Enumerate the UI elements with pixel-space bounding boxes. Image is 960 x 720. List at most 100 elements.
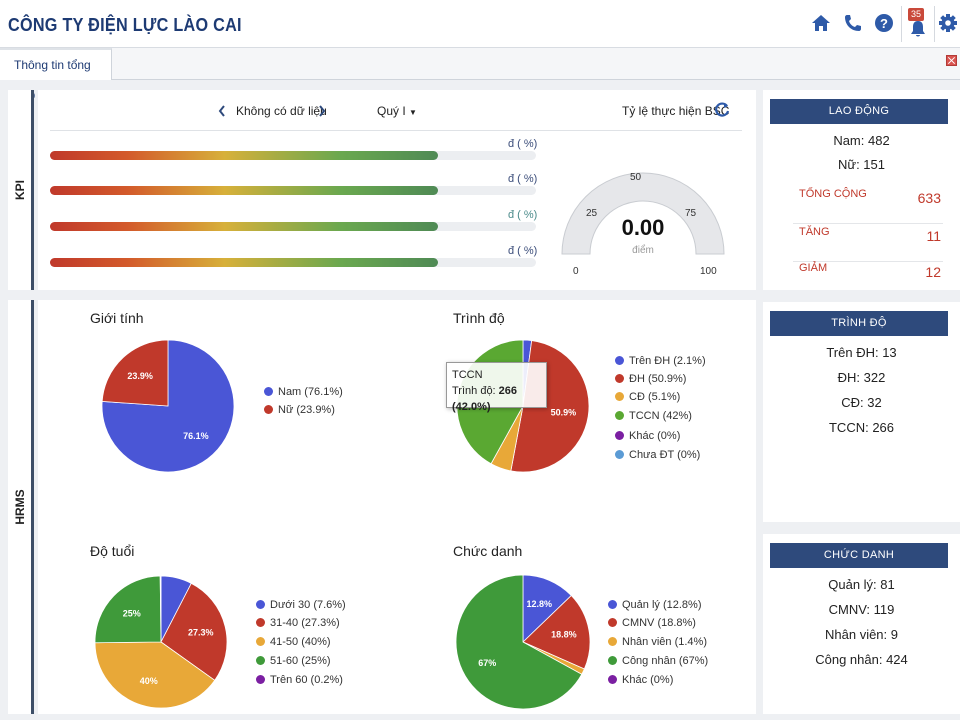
help-icon[interactable]: ?	[873, 12, 895, 34]
lao-dong-nu: Nữ: 151	[837, 157, 885, 172]
lao-dong-nam: Nam: 482	[833, 133, 890, 148]
bsc-rate-title: Tỷ lệ thực hiện BSC	[622, 104, 730, 118]
legend-item[interactable]: TCCN (42%)	[615, 410, 692, 422]
pie-data-label: 76.1%	[183, 431, 209, 441]
legend-item[interactable]: Quản lý (12.8%)	[608, 599, 701, 611]
legend-item[interactable]: CĐ (5.1%)	[615, 391, 680, 403]
pie-slice-cmnv[interactable]	[522, 594, 591, 670]
education-chart-title: Trình độ	[453, 310, 505, 326]
increase-value: 11	[926, 228, 941, 244]
legend-item[interactable]: Nam (76.1%)	[264, 386, 343, 398]
quarter-select-value: Quý I	[377, 104, 406, 118]
gauge-tick: 50	[630, 172, 642, 183]
kpi-divider	[50, 130, 742, 131]
quarter-select[interactable]: Quý I ▼	[377, 104, 417, 118]
kpi-bar-value: đ ( %)	[508, 138, 538, 150]
pie-slice-41-50[interactable]	[95, 641, 216, 709]
close-tab-icon[interactable]	[946, 55, 957, 66]
lao-dong-title: LAO ĐỘNG	[770, 99, 948, 124]
phone-icon[interactable]	[842, 12, 864, 34]
legend-item[interactable]: Khác (0%)	[615, 430, 680, 442]
legend-item[interactable]: Nữ (23.9%)	[264, 404, 335, 416]
pie-slice-trên-60[interactable]	[159, 575, 162, 643]
chuc-danh-line: CMNV: 119	[828, 602, 895, 617]
legend-item[interactable]: Công nhân (67%)	[608, 655, 708, 667]
pie-slice-công-nhân[interactable]	[455, 575, 583, 710]
decrease-row: GIẢM 12	[793, 262, 943, 298]
tooltip-series: TCCN	[452, 369, 483, 381]
gauge-arc	[561, 172, 725, 255]
pie-data-label: 50.9%	[551, 408, 577, 418]
trinh-do-card: TRÌNH ĐỘ Trên ĐH: 13 ĐH: 322 CĐ: 32 TCCN…	[763, 302, 960, 522]
gauge-tick: 75	[685, 208, 697, 219]
pie-data-label: 12.8%	[527, 599, 553, 609]
pie-data-label: 25%	[123, 608, 141, 618]
gender-pie: 76.1% 23.9%	[101, 340, 235, 473]
pie-slice-nam[interactable]	[101, 340, 235, 473]
chevron-left-icon[interactable]	[218, 105, 226, 117]
bell-icon[interactable]	[907, 18, 929, 40]
tab-thong-tin-tong-hop[interactable]: Thông tin tổng hợp	[0, 48, 112, 102]
legend-item[interactable]: Chưa ĐT (0%)	[615, 449, 700, 461]
app-title: CÔNG TY ĐIỆN LỰC LÀO CAI	[8, 15, 242, 35]
tooltip-value-line: Trình độ: 266 (42.0%)	[452, 385, 518, 413]
trinh-do-title: TRÌNH ĐỘ	[770, 311, 948, 336]
gauge-tick: 0	[573, 266, 579, 277]
kpi-bar-value: đ ( %)	[508, 173, 538, 185]
legend-item[interactable]: 31-40 (27.3%)	[256, 617, 340, 629]
bsc-gauge: 0 25 50 75 100 0.00 điểm	[561, 172, 725, 277]
decrease-label: GIẢM	[799, 262, 828, 274]
position-chart-title: Chức danh	[453, 543, 523, 559]
total-value: 633	[917, 190, 941, 206]
pie-data-label: 18.8%	[551, 630, 577, 640]
legend-item[interactable]: Nhân viên (1.4%)	[608, 636, 707, 648]
chart-tooltip: TCCN Trình độ: 266 (42.0%)	[446, 362, 547, 413]
hrms-label: HRMS	[12, 489, 27, 525]
kpi-progress-bar	[50, 222, 536, 231]
legend-item[interactable]: Dưới 30 (7.6%)	[256, 599, 346, 611]
lao-dong-card: LAO ĐỘNG Nam: 482 Nữ: 151 TỔNG CỘNG 633 …	[763, 90, 960, 290]
pie-slice-nữ[interactable]	[101, 340, 169, 407]
pie-slice-31-40[interactable]	[160, 582, 227, 681]
hrms-side-label: HRMS	[8, 300, 34, 714]
chuc-danh-line: Nhân viên: 9	[825, 627, 898, 642]
gender-chart-title: Giới tính	[90, 310, 144, 326]
gauge-tick: 100	[700, 266, 717, 277]
trinh-do-line: CĐ: 32	[841, 395, 882, 410]
gear-icon[interactable]	[937, 12, 959, 34]
increase-row: TĂNG 11	[793, 226, 943, 262]
legend-item[interactable]: Trên ĐH (2.1%)	[615, 355, 706, 367]
kpi-progress-bar	[50, 151, 536, 160]
svg-text:?: ?	[880, 16, 888, 31]
kpi-label: KPI	[12, 179, 27, 201]
kpi-progress-bar	[50, 186, 536, 195]
legend-item[interactable]: 51-60 (25%)	[256, 655, 331, 667]
pie-data-label: 23.9%	[127, 371, 153, 381]
gauge-unit: điểm	[632, 244, 654, 256]
legend-item[interactable]: Khác (0%)	[608, 674, 673, 686]
home-icon[interactable]	[810, 12, 832, 34]
chuc-danh-line: Công nhân: 424	[815, 652, 908, 667]
total-label: TỔNG CỘNG	[799, 188, 867, 200]
chuc-danh-card: CHỨC DANH Quản lý: 81 CMNV: 119 Nhân viê…	[763, 534, 960, 714]
app-header: CÔNG TY ĐIỆN LỰC LÀO CAI ? 35	[0, 0, 960, 48]
legend-item[interactable]: ĐH (50.9%)	[615, 373, 686, 385]
legend-item[interactable]: 41-50 (40%)	[256, 636, 331, 648]
chevron-right-icon[interactable]	[318, 105, 326, 117]
caret-down-icon: ▼	[409, 108, 417, 117]
chuc-danh-title: CHỨC DANH	[770, 543, 948, 568]
position-pie: 12.8% 18.8% 67%	[455, 575, 591, 710]
age-chart-title: Độ tuổi	[90, 543, 135, 559]
increase-label: TĂNG	[799, 226, 830, 238]
gauge-tick: 25	[586, 208, 598, 219]
refresh-icon[interactable]	[714, 102, 730, 118]
pie-data-label: 40%	[140, 676, 158, 686]
legend-item[interactable]: CMNV (18.8%)	[608, 617, 696, 629]
pie-slice-51-60[interactable]	[95, 575, 162, 644]
legend-item[interactable]: Trên 60 (0.2%)	[256, 674, 343, 686]
pie-data-label: 67%	[478, 658, 496, 668]
header-divider	[934, 6, 935, 42]
trinh-do-line: TCCN: 266	[828, 420, 895, 435]
trinh-do-line: Trên ĐH: 13	[826, 345, 897, 360]
kpi-bar-value: đ ( %)	[508, 245, 538, 257]
